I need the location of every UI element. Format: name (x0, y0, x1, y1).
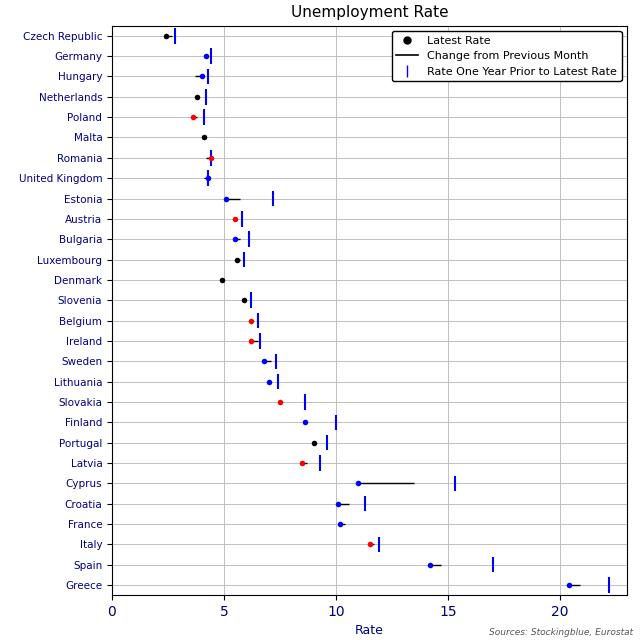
X-axis label: Rate: Rate (355, 625, 384, 637)
Legend: Latest Rate, Change from Previous Month, Rate One Year Prior to Latest Rate: Latest Rate, Change from Previous Month,… (392, 31, 621, 81)
Title: Unemployment Rate: Unemployment Rate (291, 5, 449, 20)
Text: Sources: Stockingblue, Eurostat: Sources: Stockingblue, Eurostat (490, 628, 634, 637)
